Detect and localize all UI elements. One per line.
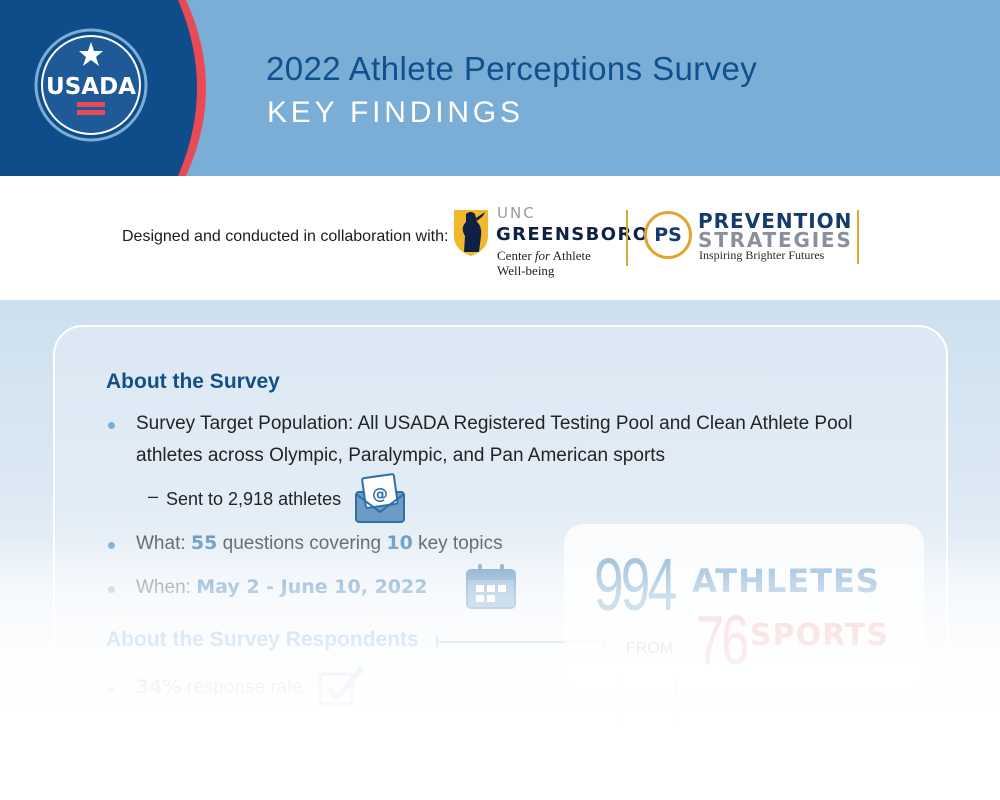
uncg-line3: Center for Athlete bbox=[497, 248, 591, 263]
connector-line bbox=[618, 678, 619, 726]
ps-monogram: PS bbox=[644, 211, 692, 259]
sports-label: SPORTS bbox=[750, 618, 889, 653]
population-line2: athletes across Olympic, Paralympic, and… bbox=[136, 445, 666, 466]
what-text: What: 55 questions covering 10 key topic… bbox=[136, 532, 503, 554]
envelope-at-icon: @ bbox=[355, 473, 405, 523]
usada-logo: USADA bbox=[34, 28, 148, 142]
ps-tagline: Inspiring Brighter Futures bbox=[699, 248, 825, 262]
collaboration-intro: Designed and conducted in collaboration … bbox=[122, 228, 449, 245]
divider bbox=[626, 210, 628, 266]
connector-line bbox=[676, 678, 677, 726]
page-subtitle: KEY FINDINGS bbox=[267, 96, 524, 129]
sent-to-text: Sent to 2,918 athletes bbox=[166, 489, 342, 509]
about-respondents-heading: About the Survey Respondents bbox=[106, 628, 419, 651]
population-line1: Survey Target Population: All USADA Regi… bbox=[136, 413, 853, 434]
bullet bbox=[108, 422, 115, 429]
response-rate-text: 34% response rate bbox=[136, 676, 303, 698]
svg-text:@: @ bbox=[372, 484, 388, 503]
usada-wordmark: USADA bbox=[46, 74, 136, 100]
collaboration-strip: Designed and conducted in collaboration … bbox=[0, 176, 1000, 300]
page-title: 2022 Athlete Perceptions Survey bbox=[266, 50, 758, 87]
uncg-line2: GREENSBORO bbox=[496, 224, 650, 245]
header-banner: USADA 2022 Athlete Perceptions Survey KE… bbox=[0, 0, 1000, 176]
bullet bbox=[108, 686, 115, 693]
bullet bbox=[108, 586, 115, 593]
uncg-line1: UNC bbox=[497, 204, 536, 222]
from-label: FROM bbox=[626, 640, 674, 657]
bullet bbox=[108, 542, 115, 549]
athletes-count: 994 bbox=[594, 543, 677, 626]
uncg-minerva-icon bbox=[454, 210, 488, 256]
athletes-label: ATHLETES bbox=[692, 562, 880, 600]
when-text: When: May 2 - June 10, 2022 bbox=[136, 576, 428, 598]
checkmark-icon bbox=[318, 666, 365, 706]
star-icon bbox=[79, 42, 103, 66]
ps-line2: STRATEGIES bbox=[698, 228, 853, 252]
divider bbox=[857, 210, 859, 264]
findings-section: About the Survey Survey Target Populatio… bbox=[0, 300, 1000, 800]
sub-bullet-dash: – bbox=[148, 486, 159, 506]
uncg-line4: Well-being bbox=[497, 263, 555, 278]
ps-line1: PREVENTION bbox=[698, 209, 853, 233]
calendar-icon bbox=[466, 564, 516, 609]
sports-count: 76 bbox=[696, 601, 749, 679]
about-survey-heading: About the Survey bbox=[106, 370, 280, 393]
